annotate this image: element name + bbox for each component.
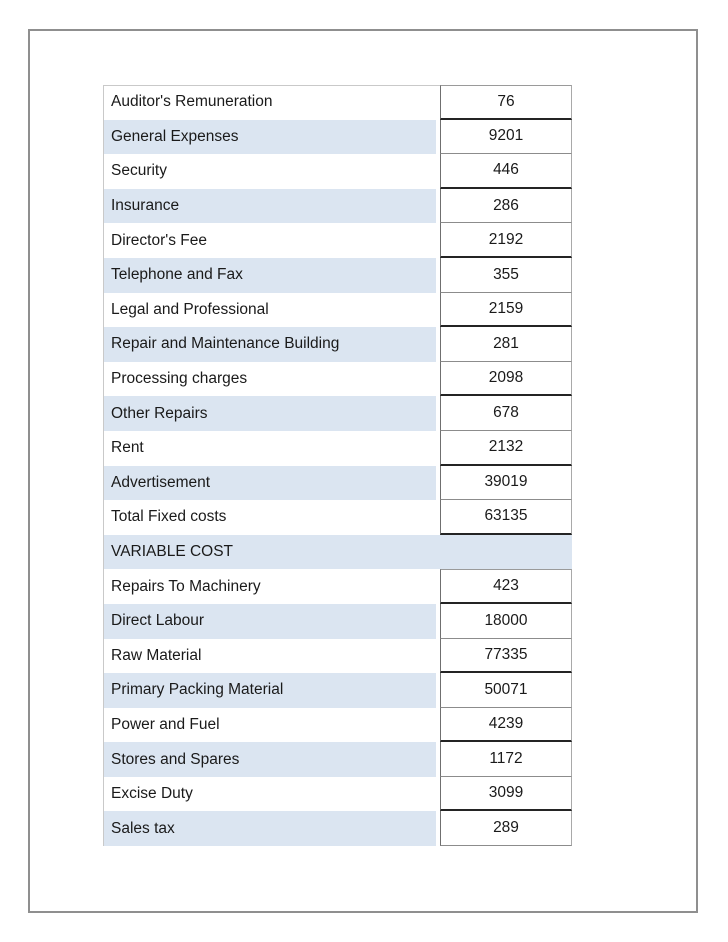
table-row: Excise Duty 3099 — [103, 776, 572, 812]
row-label: Excise Duty — [111, 785, 193, 803]
table-row: Sales tax 289 — [103, 811, 572, 847]
row-label: Processing charges — [111, 370, 248, 388]
table-row: Processing charges 2098 — [103, 361, 572, 397]
table-row: Primary Packing Material 50071 — [103, 673, 572, 708]
row-value: 355 — [440, 257, 572, 293]
row-value: 2159 — [440, 292, 572, 328]
table-row: Direct Labour 18000 — [103, 603, 572, 639]
row-value: 39019 — [440, 465, 572, 501]
row-value: 76 — [440, 85, 572, 120]
row-label: Other Repairs — [103, 396, 436, 431]
row-value: 286 — [440, 188, 572, 224]
table-row: Telephone and Fax 355 — [103, 257, 572, 293]
row-value: 9201 — [440, 119, 572, 155]
table-row: Security 446 — [103, 154, 572, 189]
row-value: 1172 — [440, 742, 572, 777]
table-row: Stores and Spares 1172 — [103, 742, 572, 777]
table-row: Insurance 286 — [103, 188, 572, 224]
row-label: Legal and Professional — [111, 300, 269, 318]
row-label: Repair and Maintenance Building — [103, 327, 436, 362]
row-value: 3099 — [440, 776, 572, 812]
section-header-label: VARIABLE COST — [111, 543, 234, 561]
row-label: Insurance — [103, 188, 436, 224]
row-label: Stores and Spares — [103, 742, 436, 777]
row-label: Rent — [111, 439, 144, 457]
table-row: Power and Fuel 4239 — [103, 707, 572, 743]
row-label: General Expenses — [103, 119, 436, 155]
row-label: Auditor's Remuneration — [111, 93, 273, 111]
row-value: 4239 — [440, 707, 572, 743]
row-value: 423 — [440, 569, 572, 604]
table-row: Repairs To Machinery 423 — [103, 569, 572, 604]
table-row: Repair and Maintenance Building 281 — [103, 327, 572, 362]
row-value: 281 — [440, 327, 572, 362]
row-label: Primary Packing Material — [103, 673, 436, 708]
table-row: Director's Fee 2192 — [103, 223, 572, 258]
row-label: Direct Labour — [103, 603, 436, 639]
row-value: 2132 — [440, 430, 572, 466]
table-row: Other Repairs 678 — [103, 396, 572, 431]
row-label: Advertisement — [103, 465, 436, 501]
row-label: Telephone and Fax — [103, 257, 436, 293]
row-value: 678 — [440, 396, 572, 431]
table-row: Auditor's Remuneration 76 — [103, 85, 572, 120]
table-row: Rent 2132 — [103, 430, 572, 466]
row-label: Power and Fuel — [111, 715, 220, 733]
row-label: Director's Fee — [111, 231, 207, 249]
row-value: 77335 — [440, 638, 572, 674]
document-page: Auditor's Remuneration 76 General Expenses… — [28, 29, 698, 913]
row-label: Repairs To Machinery — [111, 577, 261, 595]
row-label: Total Fixed costs — [111, 508, 227, 526]
row-value: 50071 — [440, 673, 572, 708]
row-value: 63135 — [440, 500, 572, 535]
row-value: 2098 — [440, 361, 572, 397]
row-label: Raw Material — [111, 646, 202, 664]
row-label: Sales tax — [103, 811, 436, 847]
row-label: Security — [111, 162, 167, 180]
section-header-row: VARIABLE COST — [103, 534, 572, 570]
table-row: General Expenses 9201 — [103, 119, 572, 155]
table-row: Raw Material 77335 — [103, 638, 572, 674]
row-value: 2192 — [440, 223, 572, 258]
row-value: 446 — [440, 154, 572, 189]
table-row: Advertisement 39019 — [103, 465, 572, 501]
table-row: Legal and Professional 2159 — [103, 292, 572, 328]
row-value: 289 — [440, 811, 572, 847]
table-row: Total Fixed costs 63135 — [103, 500, 572, 535]
expense-table: Auditor's Remuneration 76 General Expenses… — [103, 85, 572, 847]
row-value: 18000 — [440, 603, 572, 639]
